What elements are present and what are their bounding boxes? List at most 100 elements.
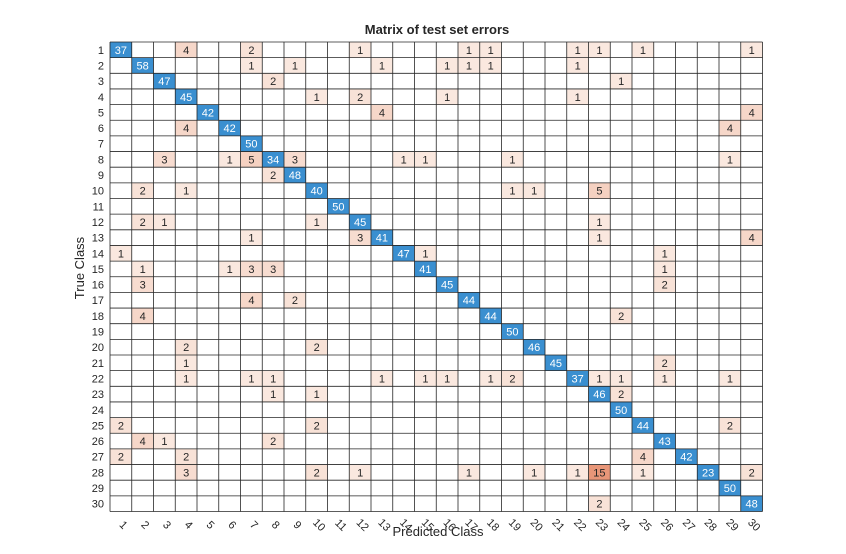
cell-value-4-22: 1 — [575, 92, 581, 104]
y-tick-label-18: 18 — [92, 311, 104, 323]
matrix-cell-29-29 — [719, 480, 741, 496]
cell-value-10-23: 5 — [596, 186, 602, 198]
matrix-cell-23-8 — [262, 386, 284, 402]
matrix-cell-8-15 — [414, 151, 437, 168]
cell-value-15-15: 41 — [419, 264, 431, 276]
matrix-cell-3-24 — [610, 73, 632, 89]
cell-value-13-30: 4 — [749, 233, 755, 245]
y-tick-label-3: 3 — [98, 76, 104, 88]
matrix-cell-13-7 — [240, 229, 263, 246]
matrix-cell-1-25 — [632, 42, 654, 58]
matrix-cell-10-23 — [588, 182, 611, 199]
cell-value-5-5: 42 — [202, 107, 214, 119]
cell-value-15-6: 1 — [227, 264, 233, 276]
cell-value-8-8: 34 — [267, 154, 279, 166]
matrix-cell-3-8 — [262, 73, 284, 89]
cell-value-22-18: 1 — [488, 373, 494, 385]
cell-value-28-20: 1 — [531, 467, 537, 479]
matrix-cell-25-25 — [632, 417, 654, 434]
y-axis-label: True Class — [72, 236, 87, 299]
y-tick-label-7: 7 — [98, 139, 104, 151]
matrix-cell-8-9 — [284, 151, 306, 168]
matrix-cell-15-2 — [131, 261, 154, 277]
x-tick-label-12: 12 — [354, 517, 371, 534]
matrix-cell-5-13 — [371, 104, 393, 121]
cell-value-18-2: 4 — [140, 311, 146, 323]
cell-value-13-13: 41 — [376, 233, 388, 245]
y-tick-label-10: 10 — [92, 186, 104, 198]
cell-value-12-10: 1 — [314, 217, 320, 229]
matrix-cell-13-12 — [349, 229, 371, 246]
cell-value-4-4: 45 — [180, 92, 192, 104]
matrix-cell-30-30 — [740, 495, 763, 512]
cell-value-14-15: 1 — [422, 248, 428, 260]
cell-value-3-24: 1 — [618, 76, 624, 88]
matrix-cell-22-8 — [262, 370, 284, 387]
matrix-grid — [109, 41, 763, 512]
cell-value-4-12: 2 — [357, 92, 363, 104]
y-tick-labels: 1234567891011121314151617181920212223242… — [92, 45, 104, 511]
cell-value-19-19: 50 — [506, 327, 518, 339]
matrix-cell-28-30 — [740, 464, 763, 481]
cell-value-2-9: 1 — [292, 60, 298, 72]
x-tick-label-20: 20 — [528, 517, 545, 534]
matrix-cell-8-8 — [262, 151, 284, 168]
y-tick-label-25: 25 — [92, 420, 104, 432]
cell-value-10-10: 40 — [311, 186, 323, 198]
matrix-cell-13-23 — [588, 229, 611, 246]
cell-value-26-2: 4 — [140, 436, 146, 448]
matrix-cell-10-19 — [501, 182, 524, 199]
cell-value-22-13: 1 — [379, 373, 385, 385]
cell-value-28-4: 3 — [183, 467, 189, 479]
x-tick-label-5: 5 — [204, 519, 217, 532]
matrix-cell-1-4 — [175, 42, 197, 58]
cell-value-24-24: 50 — [615, 405, 627, 417]
matrix-cell-21-26 — [653, 355, 676, 371]
matrix-cell-1-1 — [110, 42, 132, 58]
matrix-cell-26-26 — [653, 433, 676, 449]
cell-value-6-4: 4 — [183, 123, 189, 135]
x-tick-label-25: 25 — [636, 517, 653, 534]
matrix-cell-21-4 — [175, 355, 197, 371]
cell-value-22-4: 1 — [183, 373, 189, 385]
matrix-cell-6-29 — [719, 120, 741, 136]
matrix-cell-12-12 — [349, 214, 371, 230]
cell-value-12-12: 45 — [354, 217, 366, 229]
cell-value-2-13: 1 — [379, 60, 385, 72]
cell-value-30-30: 48 — [746, 499, 758, 511]
matrix-cell-2-7 — [240, 57, 263, 74]
cell-value-9-8: 2 — [270, 170, 276, 182]
cell-value-1-4: 4 — [183, 45, 189, 57]
y-tick-label-16: 16 — [92, 280, 104, 292]
cell-value-15-7: 3 — [248, 264, 254, 276]
y-tick-label-30: 30 — [92, 499, 104, 511]
y-tick-label-8: 8 — [98, 154, 104, 166]
y-tick-label-6: 6 — [98, 123, 104, 135]
cell-value-11-11: 50 — [332, 201, 344, 213]
cell-value-12-23: 1 — [596, 217, 602, 229]
cell-value-20-4: 2 — [183, 342, 189, 354]
cell-value-20-20: 46 — [528, 342, 540, 354]
matrix-cell-18-2 — [131, 308, 154, 324]
matrix-cell-7-7 — [240, 135, 263, 152]
cell-value-28-30: 2 — [749, 467, 755, 479]
cell-value-12-3: 1 — [161, 217, 167, 229]
matrix-cell-4-16 — [436, 88, 458, 105]
matrix-cell-12-2 — [131, 214, 154, 230]
matrix-cell-27-4 — [175, 448, 197, 465]
cell-value-25-10: 2 — [314, 420, 320, 432]
matrix-cell-1-17 — [458, 42, 480, 58]
matrix-cell-2-22 — [566, 57, 589, 74]
matrix-cell-20-20 — [523, 339, 545, 355]
cell-value-28-22: 1 — [575, 467, 581, 479]
cell-value-16-16: 45 — [441, 280, 453, 292]
matrix-cell-9-9 — [284, 167, 306, 183]
matrix-cell-3-3 — [153, 73, 176, 89]
x-tick-label-2: 2 — [138, 519, 151, 532]
cell-value-14-1: 1 — [118, 248, 124, 260]
cell-value-14-14: 47 — [398, 248, 410, 260]
y-tick-label-22: 22 — [92, 373, 104, 385]
x-tick-label-11: 11 — [332, 517, 349, 534]
matrix-cell-8-3 — [153, 151, 176, 168]
